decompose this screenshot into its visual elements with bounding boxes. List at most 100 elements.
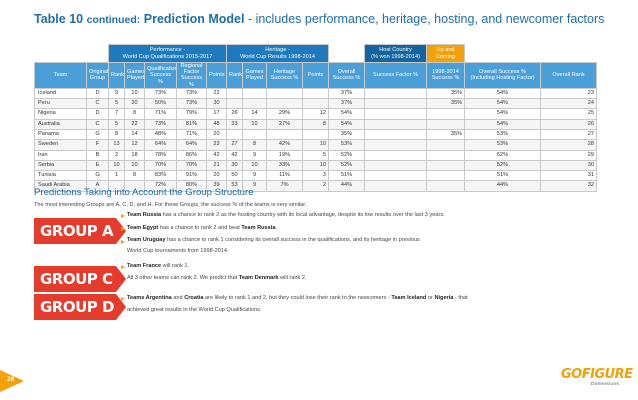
table-cell: 5 <box>301 149 330 161</box>
bullet-arrow-icon <box>121 265 125 269</box>
team-name: Croatia <box>184 295 204 301</box>
table-cell: 29 <box>540 149 598 161</box>
table-cell: 54% <box>464 87 542 100</box>
table-cell <box>364 139 428 151</box>
table-cell: 52% <box>464 159 542 172</box>
table-cell <box>426 108 466 120</box>
table-cell: 35% <box>426 98 466 110</box>
table-cell: 12 <box>124 139 145 151</box>
table-cell: 24 <box>540 98 598 110</box>
table-row: Serbia E 10 10 70% 70% 21 30 10 33% 10 52% 52% 30 <box>34 159 598 172</box>
group-c-banner: GROUP C <box>34 266 126 292</box>
table-cell: 73% <box>176 98 207 110</box>
col-heritage-games: Games Played <box>242 62 267 89</box>
table-cell: 30 <box>206 98 227 110</box>
table-cell <box>364 170 428 182</box>
group-a-line-3: Team Uruguay has a chance to rank 1 cons… <box>127 237 420 243</box>
group-a-line-4: World Cup tournaments from 1998-2014. <box>127 248 229 254</box>
team-name: Nigeria <box>434 295 454 301</box>
table-cell: 86% <box>176 149 207 161</box>
table-cell: 26 <box>226 108 243 120</box>
line-text: has a chance to rank 2 and beat <box>158 225 242 231</box>
page-number-badge: 26 <box>0 370 24 392</box>
team-cell: Nigeria <box>34 108 87 120</box>
group-a-banner: GROUP A <box>34 218 126 244</box>
table-cell: 81% <box>176 118 207 131</box>
table-row: Saudi Arabia A 72% 80% 39 53 9 7% 2 44% 44% 32 <box>34 180 598 192</box>
team-cell: Sweden <box>34 139 87 151</box>
table-cell: 33 <box>226 118 243 131</box>
table-cell: 7% <box>266 180 303 192</box>
table-cell: 33% <box>266 159 303 172</box>
table-cell <box>364 118 428 131</box>
group-d-banner: GROUP D <box>34 294 126 320</box>
title-prefix: Table 10 <box>34 12 84 26</box>
table-cell: 91% <box>176 170 207 182</box>
table-cell: D <box>86 87 109 100</box>
table-cell: 42% <box>266 139 303 151</box>
logo-word: GOFIGURE <box>561 367 633 382</box>
line-text: . <box>275 225 278 231</box>
table-cell: 10 <box>124 87 145 100</box>
table-cell <box>242 87 267 100</box>
table-cell <box>301 98 330 110</box>
team-cell: Tunisia <box>34 170 87 182</box>
table-cell: 5 <box>108 98 125 110</box>
table-cell: 53% <box>464 139 542 151</box>
table-cell: 52% <box>464 149 542 161</box>
group-a-line-1: Team Russia has a chance to rank 2 as th… <box>127 212 445 218</box>
line-text: has a chance to rank 2 as the hosting co… <box>161 212 445 218</box>
table-cell <box>364 108 428 120</box>
title-continued: continued: <box>86 14 141 26</box>
team-name: Team Uruguay <box>127 237 166 243</box>
table-cell: 29% <box>266 108 303 120</box>
line-text: - that <box>453 295 468 301</box>
table-row: Sweden F 13 12 64% 64% 23 27 8 42% 10 53% 53% 28 <box>34 139 598 151</box>
table-cell: G <box>86 128 109 141</box>
team-cell: Serbia <box>34 159 87 172</box>
table-cell <box>364 87 428 100</box>
table-cell <box>364 128 428 141</box>
table-cell: 27 <box>540 128 598 141</box>
col-team: Team <box>34 62 87 89</box>
table-cell: 70% <box>144 159 177 172</box>
table-cell: 14 <box>124 128 145 141</box>
line-text: All 3 other teams can rank 2. We predict… <box>127 275 239 281</box>
bullet-arrow-icon <box>121 214 125 218</box>
table-cell: 30 <box>540 159 598 172</box>
line-text: will rank 2. <box>278 275 307 281</box>
table-cell: 64% <box>144 139 177 151</box>
table-cell: 53% <box>464 128 542 141</box>
table-cell: 7 <box>108 108 125 120</box>
table-cell: 5 <box>108 118 125 131</box>
table-cell: 37% <box>328 98 366 110</box>
col-success-factor: Success Factor % <box>364 62 428 89</box>
table-cell <box>364 149 428 161</box>
col-heritage-points: Points <box>301 62 330 89</box>
col-points: Points <box>206 62 227 89</box>
table-cell: 32 <box>540 180 598 192</box>
team-name: Team Iceland <box>391 295 427 301</box>
team-name: Teams Argentina <box>127 295 172 301</box>
table-row: Nigeria D 7 8 71% 79% 17 26 14 29% 12 54% 54% 25 <box>34 108 598 120</box>
table-cell <box>426 149 466 161</box>
table-row: Iran B 2 18 78% 86% 42 42 9 19% 5 52% 52% 29 <box>34 149 598 161</box>
table-row: Iceland D 9 10 73% 73% 22 37% 35% 54% 23 <box>34 87 598 100</box>
table-cell <box>266 128 303 141</box>
table-cell: 73% <box>176 87 207 100</box>
team-name: Team Egypt <box>127 225 159 231</box>
table-cell: 9 <box>242 149 267 161</box>
performance-group-header: Performance - World Cup Qualifications 2… <box>108 44 227 63</box>
table-cell: 35% <box>426 128 466 141</box>
team-name: Team Denmark <box>238 275 279 281</box>
col-success-1998: 1998-2014 Success % <box>426 62 466 89</box>
table-cell: 22 <box>206 87 227 100</box>
table-cell: 8 <box>242 139 267 151</box>
table-cell: C <box>86 98 109 110</box>
section-heading: Predictions Taking into Account the Grou… <box>34 187 254 198</box>
title-main: Prediction Model <box>143 12 245 26</box>
col-qualifications-success: Qualifications Success % <box>144 62 177 89</box>
table-cell: 44% <box>328 180 366 192</box>
table-cell: 48% <box>144 128 177 141</box>
table-cell: 27 <box>226 139 243 151</box>
